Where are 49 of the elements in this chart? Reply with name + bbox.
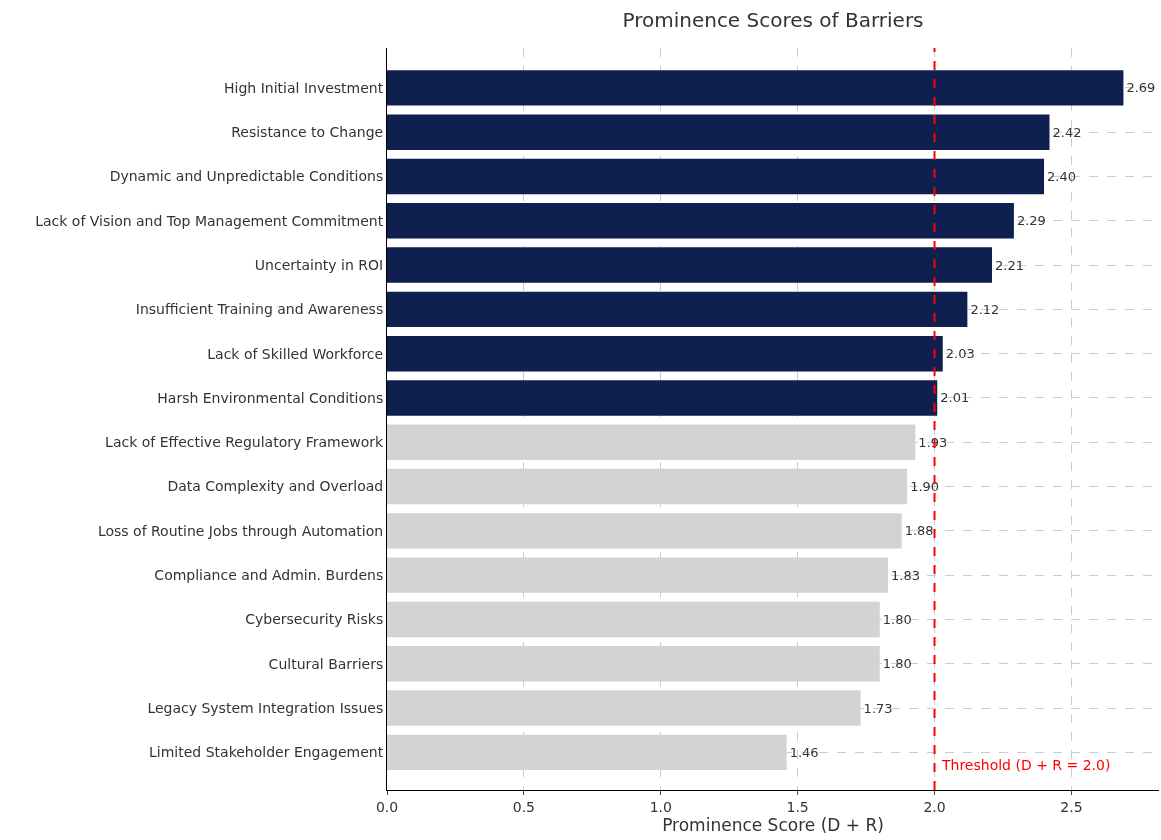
y-tick-label: Data Complexity and Overload	[167, 478, 384, 495]
bar	[387, 291, 968, 328]
data-label: 1.83	[890, 567, 920, 583]
data-label: 2.03	[945, 346, 975, 362]
bar	[387, 114, 1050, 150]
bar	[387, 158, 1045, 195]
bar	[387, 247, 993, 283]
data-label: 1.73	[863, 700, 893, 716]
data-label: 2.29	[1016, 213, 1046, 229]
bar	[387, 380, 938, 416]
bar	[387, 203, 1014, 239]
y-tick-label: Cultural Barriers	[268, 655, 384, 672]
x-tick-label: 1.0	[649, 798, 672, 815]
y-tick-label: Uncertainty in ROI	[254, 256, 384, 273]
y-tick-label: Limited Stakeholder Engagement	[149, 744, 384, 761]
data-label: 1.80	[882, 656, 912, 672]
y-tick-label: High Initial Investment	[224, 79, 384, 96]
y-tick-label: Resistance to Change	[231, 124, 384, 141]
x-tick-label: 1.5	[786, 798, 809, 815]
bar	[387, 335, 943, 372]
data-label: 1.46	[789, 744, 819, 760]
x-axis-title: Prominence Score (D + R)	[662, 814, 884, 835]
data-label: 2.12	[970, 301, 1000, 317]
x-tick-label: 2.5	[1060, 798, 1083, 815]
data-label: 2.42	[1052, 124, 1082, 140]
data-label: 1.88	[904, 523, 934, 539]
bar	[387, 70, 1124, 106]
data-label: 1.80	[882, 611, 912, 627]
x-tick-label: 2.0	[923, 798, 946, 815]
y-tick-label: Lack of Vision and Top Management Commitment	[35, 212, 384, 229]
y-tick-label: Lack of Skilled Workforce	[207, 345, 384, 362]
y-tick-label: Compliance and Admin. Burdens	[154, 567, 384, 584]
y-tick-label: Legacy System Integration Issues	[147, 699, 384, 716]
data-label: 2.40	[1047, 168, 1076, 184]
data-label: 2.21	[995, 257, 1024, 273]
ref-line-label: Threshold (D + R = 2.0)	[941, 757, 1111, 773]
y-tick-label: Harsh Environmental Conditions	[157, 389, 384, 406]
x-tick-label: 0.5	[512, 798, 536, 815]
bar	[387, 513, 902, 549]
y-tick-label: Cybersecurity Risks	[245, 611, 384, 628]
y-tick-label: Loss of Routine Jobs through Automation	[97, 522, 384, 539]
data-label: 2.01	[940, 390, 970, 406]
data-label: 1.90	[910, 479, 940, 495]
y-tick-label: Dynamic and Unpredictable Conditions	[109, 168, 384, 185]
chart-title: Prominence Scores of Barriers	[622, 7, 924, 32]
x-tick-label: 0.0	[375, 798, 399, 815]
y-tick-label: Lack of Effective Regulatory Framework	[105, 434, 385, 451]
y-tick-label: Insufficient Training and Awareness	[135, 301, 384, 318]
data-label: 2.69	[1126, 80, 1156, 96]
